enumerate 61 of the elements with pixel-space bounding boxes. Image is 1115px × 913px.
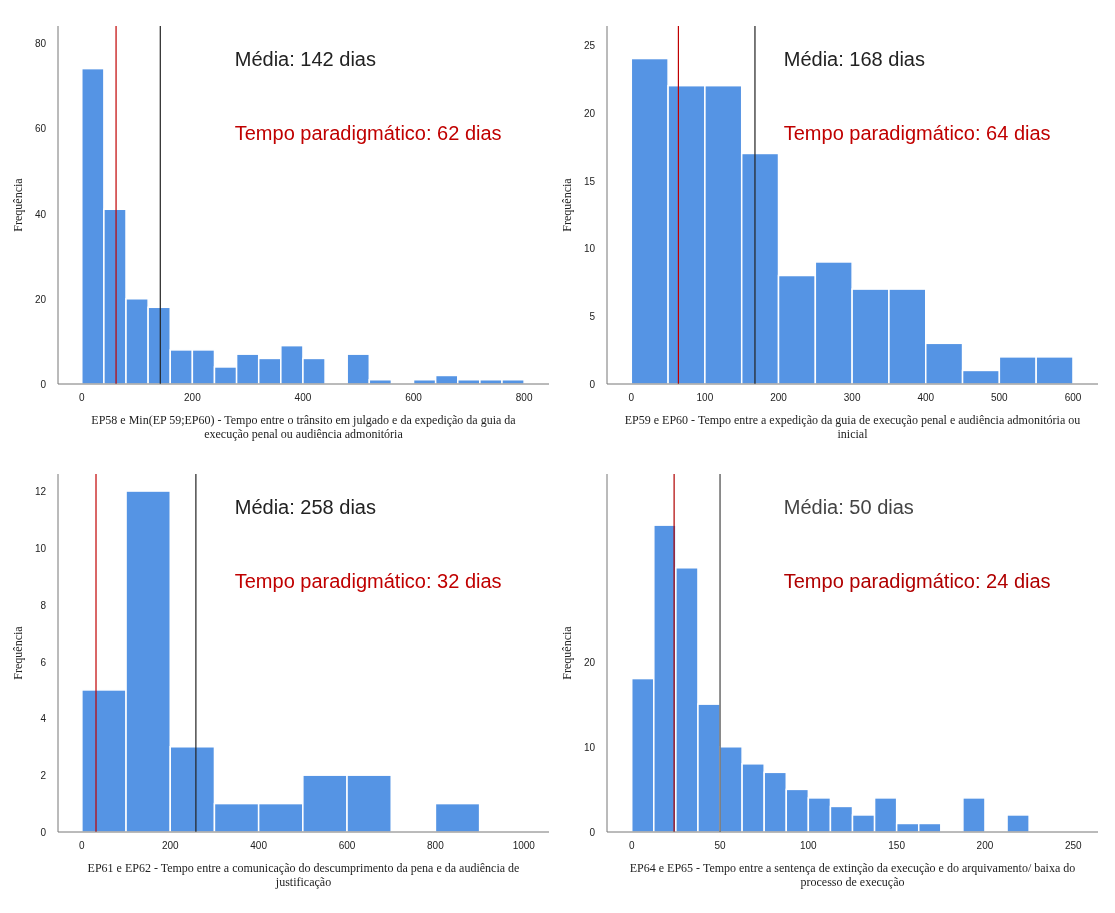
x-tick-label: 800 <box>515 392 533 403</box>
ref-line-label: Tempo paradigmático: 62 dias <box>234 122 502 144</box>
x-tick-label: 100 <box>696 392 714 403</box>
y-tick-label: 15 <box>583 175 596 187</box>
x-tick-label: 800 <box>427 840 445 851</box>
x-tick-label: 200 <box>770 392 788 403</box>
x-tick-label: 1000 <box>512 840 536 851</box>
ref-line-label: Tempo paradigmático: 24 dias <box>783 570 1051 592</box>
ref-line-label: Tempo paradigmático: 32 dias <box>234 570 502 592</box>
x-axis-title: EP58 e Min(EP 59;EP60) - Tempo entre o trânsito em julgado e da expedição da guia da execução penal ou audiência admonitória <box>91 413 517 441</box>
y-axis-title: Frequência <box>560 177 574 232</box>
y-tick-label: 0 <box>40 379 47 390</box>
x-tick-label: 50 <box>714 840 727 851</box>
y-tick-label: 40 <box>34 208 47 220</box>
y-tick-label: 6 <box>40 656 47 668</box>
x-tick-label: 400 <box>250 840 268 851</box>
x-tick-label: 200 <box>161 840 180 851</box>
x-axis-title: EP61 e EP62 - Tempo entre a comunicação do descumprimento da pena e da audiência de justificação <box>87 861 520 889</box>
x-tick-label: 250 <box>1064 840 1083 851</box>
ref-line-label: Tempo paradigmático: 64 dias <box>783 122 1051 144</box>
y-tick-label: 10 <box>34 542 47 554</box>
y-axis-title: Frequência <box>11 177 25 232</box>
y-axis-title: Frequência <box>11 625 25 680</box>
x-tick-label: 400 <box>294 392 312 403</box>
y-tick-label: 0 <box>589 379 596 390</box>
y-tick-label: 2 <box>40 770 47 782</box>
ref-line-label: Média: 50 dias <box>783 496 914 518</box>
x-tick-label: 400 <box>917 392 935 403</box>
x-tick-label: 0 <box>628 392 635 403</box>
y-tick-label: 60 <box>34 123 47 135</box>
y-tick-label: 5 <box>589 311 596 323</box>
y-tick-label: 4 <box>40 713 47 725</box>
y-tick-label: 0 <box>589 827 596 838</box>
y-tick-label: 20 <box>34 293 47 305</box>
y-tick-label: 20 <box>583 656 596 668</box>
x-tick-label: 200 <box>184 392 202 403</box>
y-tick-label: 12 <box>34 486 47 498</box>
x-axis-title: EP64 e EP65 - Tempo entre a sentença de extinção da execução e do arquivamento/ baixa do processo de execução <box>629 861 1076 889</box>
x-tick-label: 600 <box>338 840 356 851</box>
x-tick-label: 600 <box>405 392 423 403</box>
x-tick-label: 0 <box>79 840 86 851</box>
x-tick-label: 150 <box>888 840 906 851</box>
y-tick-label: 10 <box>583 741 596 753</box>
y-tick-label: 80 <box>34 38 47 50</box>
x-tick-label: 0 <box>78 392 85 403</box>
ref-line-label: Média: 142 dias <box>234 48 376 70</box>
y-tick-label: 8 <box>40 599 47 611</box>
ref-line-label: Média: 258 dias <box>234 496 376 518</box>
x-tick-label: 300 <box>843 392 861 403</box>
ref-line-label: Média: 168 dias <box>783 48 925 70</box>
x-axis-title: EP59 e EP60 - Tempo entre a expedição da guia de execução penal e audiência admonitória ou inicial <box>624 413 1081 441</box>
y-tick-label: 25 <box>583 39 596 51</box>
x-tick-label: 200 <box>976 840 994 851</box>
y-tick-label: 20 <box>583 107 596 119</box>
x-tick-label: 100 <box>800 840 818 851</box>
y-tick-label: 0 <box>40 827 47 838</box>
x-tick-label: 500 <box>991 392 1009 403</box>
y-tick-label: 10 <box>583 243 596 255</box>
y-axis-title: Frequência <box>560 625 574 680</box>
x-tick-label: 600 <box>1064 392 1082 403</box>
x-tick-label: 0 <box>628 840 635 851</box>
